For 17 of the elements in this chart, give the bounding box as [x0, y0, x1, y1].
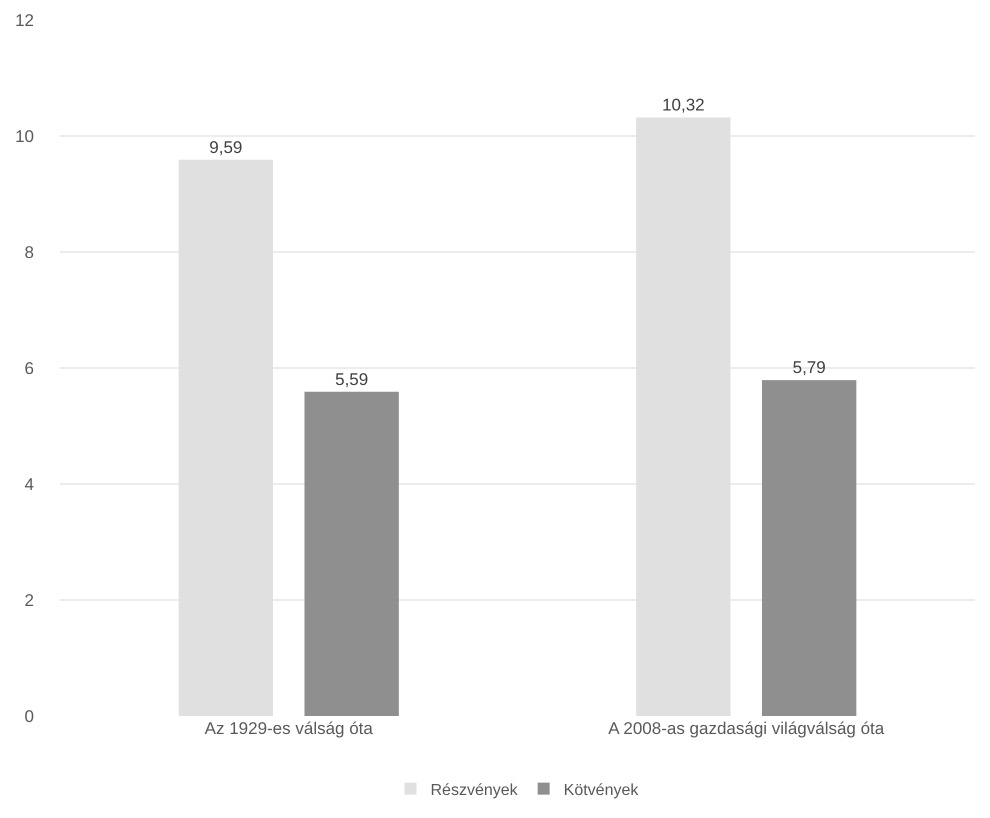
y-tick-label: 0 — [24, 706, 34, 726]
bar — [762, 380, 856, 716]
y-tick-label: 10 — [15, 126, 34, 146]
x-tick-label: Az 1929-es válság óta — [204, 719, 374, 738]
legend-label: Kötvények — [564, 782, 640, 799]
x-tick-label: A 2008-as gazdasági világválság óta — [608, 719, 885, 738]
y-tick-label: 2 — [24, 590, 34, 610]
legend-label: Részvények — [430, 782, 519, 799]
data-label: 10,32 — [662, 95, 705, 114]
data-label: 5,79 — [792, 358, 826, 378]
y-tick-label: 6 — [24, 358, 34, 378]
data-label: 5,59 — [335, 370, 368, 389]
y-tick-label: 12 — [15, 10, 34, 30]
y-tick-label: 4 — [24, 474, 34, 494]
y-tick-label: 8 — [24, 242, 34, 262]
bar — [304, 392, 399, 716]
data-label: 9,59 — [209, 138, 242, 157]
